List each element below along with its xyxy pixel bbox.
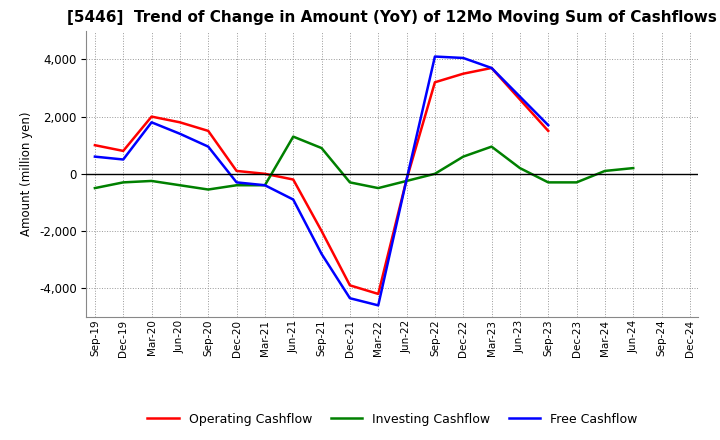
Operating Cashflow	[119, 148, 127, 154]
Investing Cashflow	[487, 144, 496, 149]
Investing Cashflow	[346, 180, 354, 185]
Free Cashflow	[402, 177, 411, 182]
Operating Cashflow	[374, 291, 382, 297]
Operating Cashflow	[204, 128, 212, 133]
Operating Cashflow	[148, 114, 156, 119]
Free Cashflow	[487, 65, 496, 70]
Free Cashflow	[346, 296, 354, 301]
Line: Investing Cashflow: Investing Cashflow	[95, 136, 633, 190]
Operating Cashflow	[91, 143, 99, 148]
Free Cashflow	[459, 55, 467, 61]
Operating Cashflow	[459, 71, 467, 76]
Investing Cashflow	[572, 180, 581, 185]
Operating Cashflow	[346, 282, 354, 288]
Free Cashflow	[318, 251, 326, 257]
Investing Cashflow	[176, 183, 184, 188]
Operating Cashflow	[431, 80, 439, 85]
Investing Cashflow	[204, 187, 212, 192]
Investing Cashflow	[402, 178, 411, 183]
Investing Cashflow	[516, 165, 524, 171]
Free Cashflow	[374, 303, 382, 308]
Operating Cashflow	[261, 171, 269, 176]
Investing Cashflow	[91, 186, 99, 191]
Legend: Operating Cashflow, Investing Cashflow, Free Cashflow: Operating Cashflow, Investing Cashflow, …	[143, 408, 642, 431]
Investing Cashflow	[233, 183, 241, 188]
Investing Cashflow	[119, 180, 127, 185]
Operating Cashflow	[318, 228, 326, 234]
Free Cashflow	[119, 157, 127, 162]
Y-axis label: Amount (million yen): Amount (million yen)	[20, 112, 33, 236]
Free Cashflow	[289, 197, 297, 202]
Operating Cashflow	[402, 177, 411, 182]
Investing Cashflow	[318, 145, 326, 150]
Operating Cashflow	[544, 128, 552, 133]
Investing Cashflow	[374, 186, 382, 191]
Operating Cashflow	[487, 65, 496, 70]
Operating Cashflow	[233, 168, 241, 173]
Free Cashflow	[204, 144, 212, 149]
Investing Cashflow	[600, 168, 609, 173]
Investing Cashflow	[261, 183, 269, 188]
Free Cashflow	[91, 154, 99, 159]
Free Cashflow	[431, 54, 439, 59]
Operating Cashflow	[176, 120, 184, 125]
Investing Cashflow	[629, 165, 637, 171]
Operating Cashflow	[516, 97, 524, 102]
Free Cashflow	[233, 180, 241, 185]
Free Cashflow	[148, 120, 156, 125]
Investing Cashflow	[289, 134, 297, 139]
Investing Cashflow	[459, 154, 467, 159]
Free Cashflow	[544, 122, 552, 128]
Title: [5446]  Trend of Change in Amount (YoY) of 12Mo Moving Sum of Cashflows: [5446] Trend of Change in Amount (YoY) o…	[68, 11, 717, 26]
Free Cashflow	[176, 131, 184, 136]
Investing Cashflow	[544, 180, 552, 185]
Free Cashflow	[261, 183, 269, 188]
Line: Free Cashflow: Free Cashflow	[95, 56, 548, 305]
Investing Cashflow	[148, 178, 156, 183]
Operating Cashflow	[289, 177, 297, 182]
Free Cashflow	[516, 94, 524, 99]
Line: Operating Cashflow: Operating Cashflow	[95, 68, 548, 294]
Investing Cashflow	[431, 171, 439, 176]
